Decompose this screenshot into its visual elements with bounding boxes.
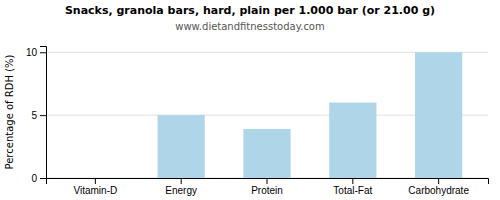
bar — [72, 178, 119, 179]
x-tick: Energy — [165, 178, 197, 196]
x-tick: Vitamin-D — [73, 178, 117, 196]
x-tick-label: Energy — [165, 185, 197, 196]
y-tick: 10 — [26, 47, 46, 58]
y-tick: 5 — [31, 110, 46, 121]
y-tick-mark — [40, 115, 46, 116]
bars — [158, 52, 463, 178]
x-tick-mark — [352, 178, 353, 184]
y-tick-mark — [40, 52, 46, 53]
x-tick-label: Protein — [251, 185, 283, 196]
y-axis-line — [40, 47, 47, 179]
x-tick-label: Vitamin-D — [73, 185, 117, 196]
x-tick-mark — [95, 178, 96, 184]
y-tick-label: 5 — [31, 110, 37, 121]
x-tick: Carbohydrate — [408, 178, 469, 196]
title: Snacks, granola bars, hard, plain per 1.… — [65, 4, 435, 17]
bar — [329, 103, 376, 178]
subtitle: www.dietandfitnesstoday.com — [175, 21, 324, 32]
bar — [158, 115, 205, 178]
y-tick: 0 — [31, 173, 46, 184]
bar — [415, 52, 462, 178]
x-axis: Vitamin-D Energy Protein Total-Fat Carbohydr… — [47, 178, 489, 196]
x-tick-mark — [181, 178, 182, 184]
x-tick-label: Carbohydrate — [408, 185, 469, 196]
bar — [243, 129, 290, 178]
y-axis-title: Percentage of RDH (%) — [4, 54, 15, 169]
chart: Snacks, granola bars, hard, plain per 1.… — [0, 0, 500, 200]
y-tick-label: 0 — [31, 173, 37, 184]
x-tick-label: Total-Fat — [333, 185, 372, 196]
grid — [46, 52, 488, 178]
y-axis: 0 5 10 — [26, 47, 47, 184]
y-tick-mark — [40, 178, 46, 179]
x-tick-mark — [267, 178, 268, 184]
plot: Vitamin-D Energy Protein Total-Fat Carbohydr… — [26, 47, 489, 197]
y-tick-label: 10 — [26, 47, 38, 58]
x-tick: Total-Fat — [333, 178, 372, 196]
x-tick-mark — [438, 178, 439, 184]
x-tick: Protein — [251, 178, 283, 196]
x-axis-line — [47, 179, 489, 185]
